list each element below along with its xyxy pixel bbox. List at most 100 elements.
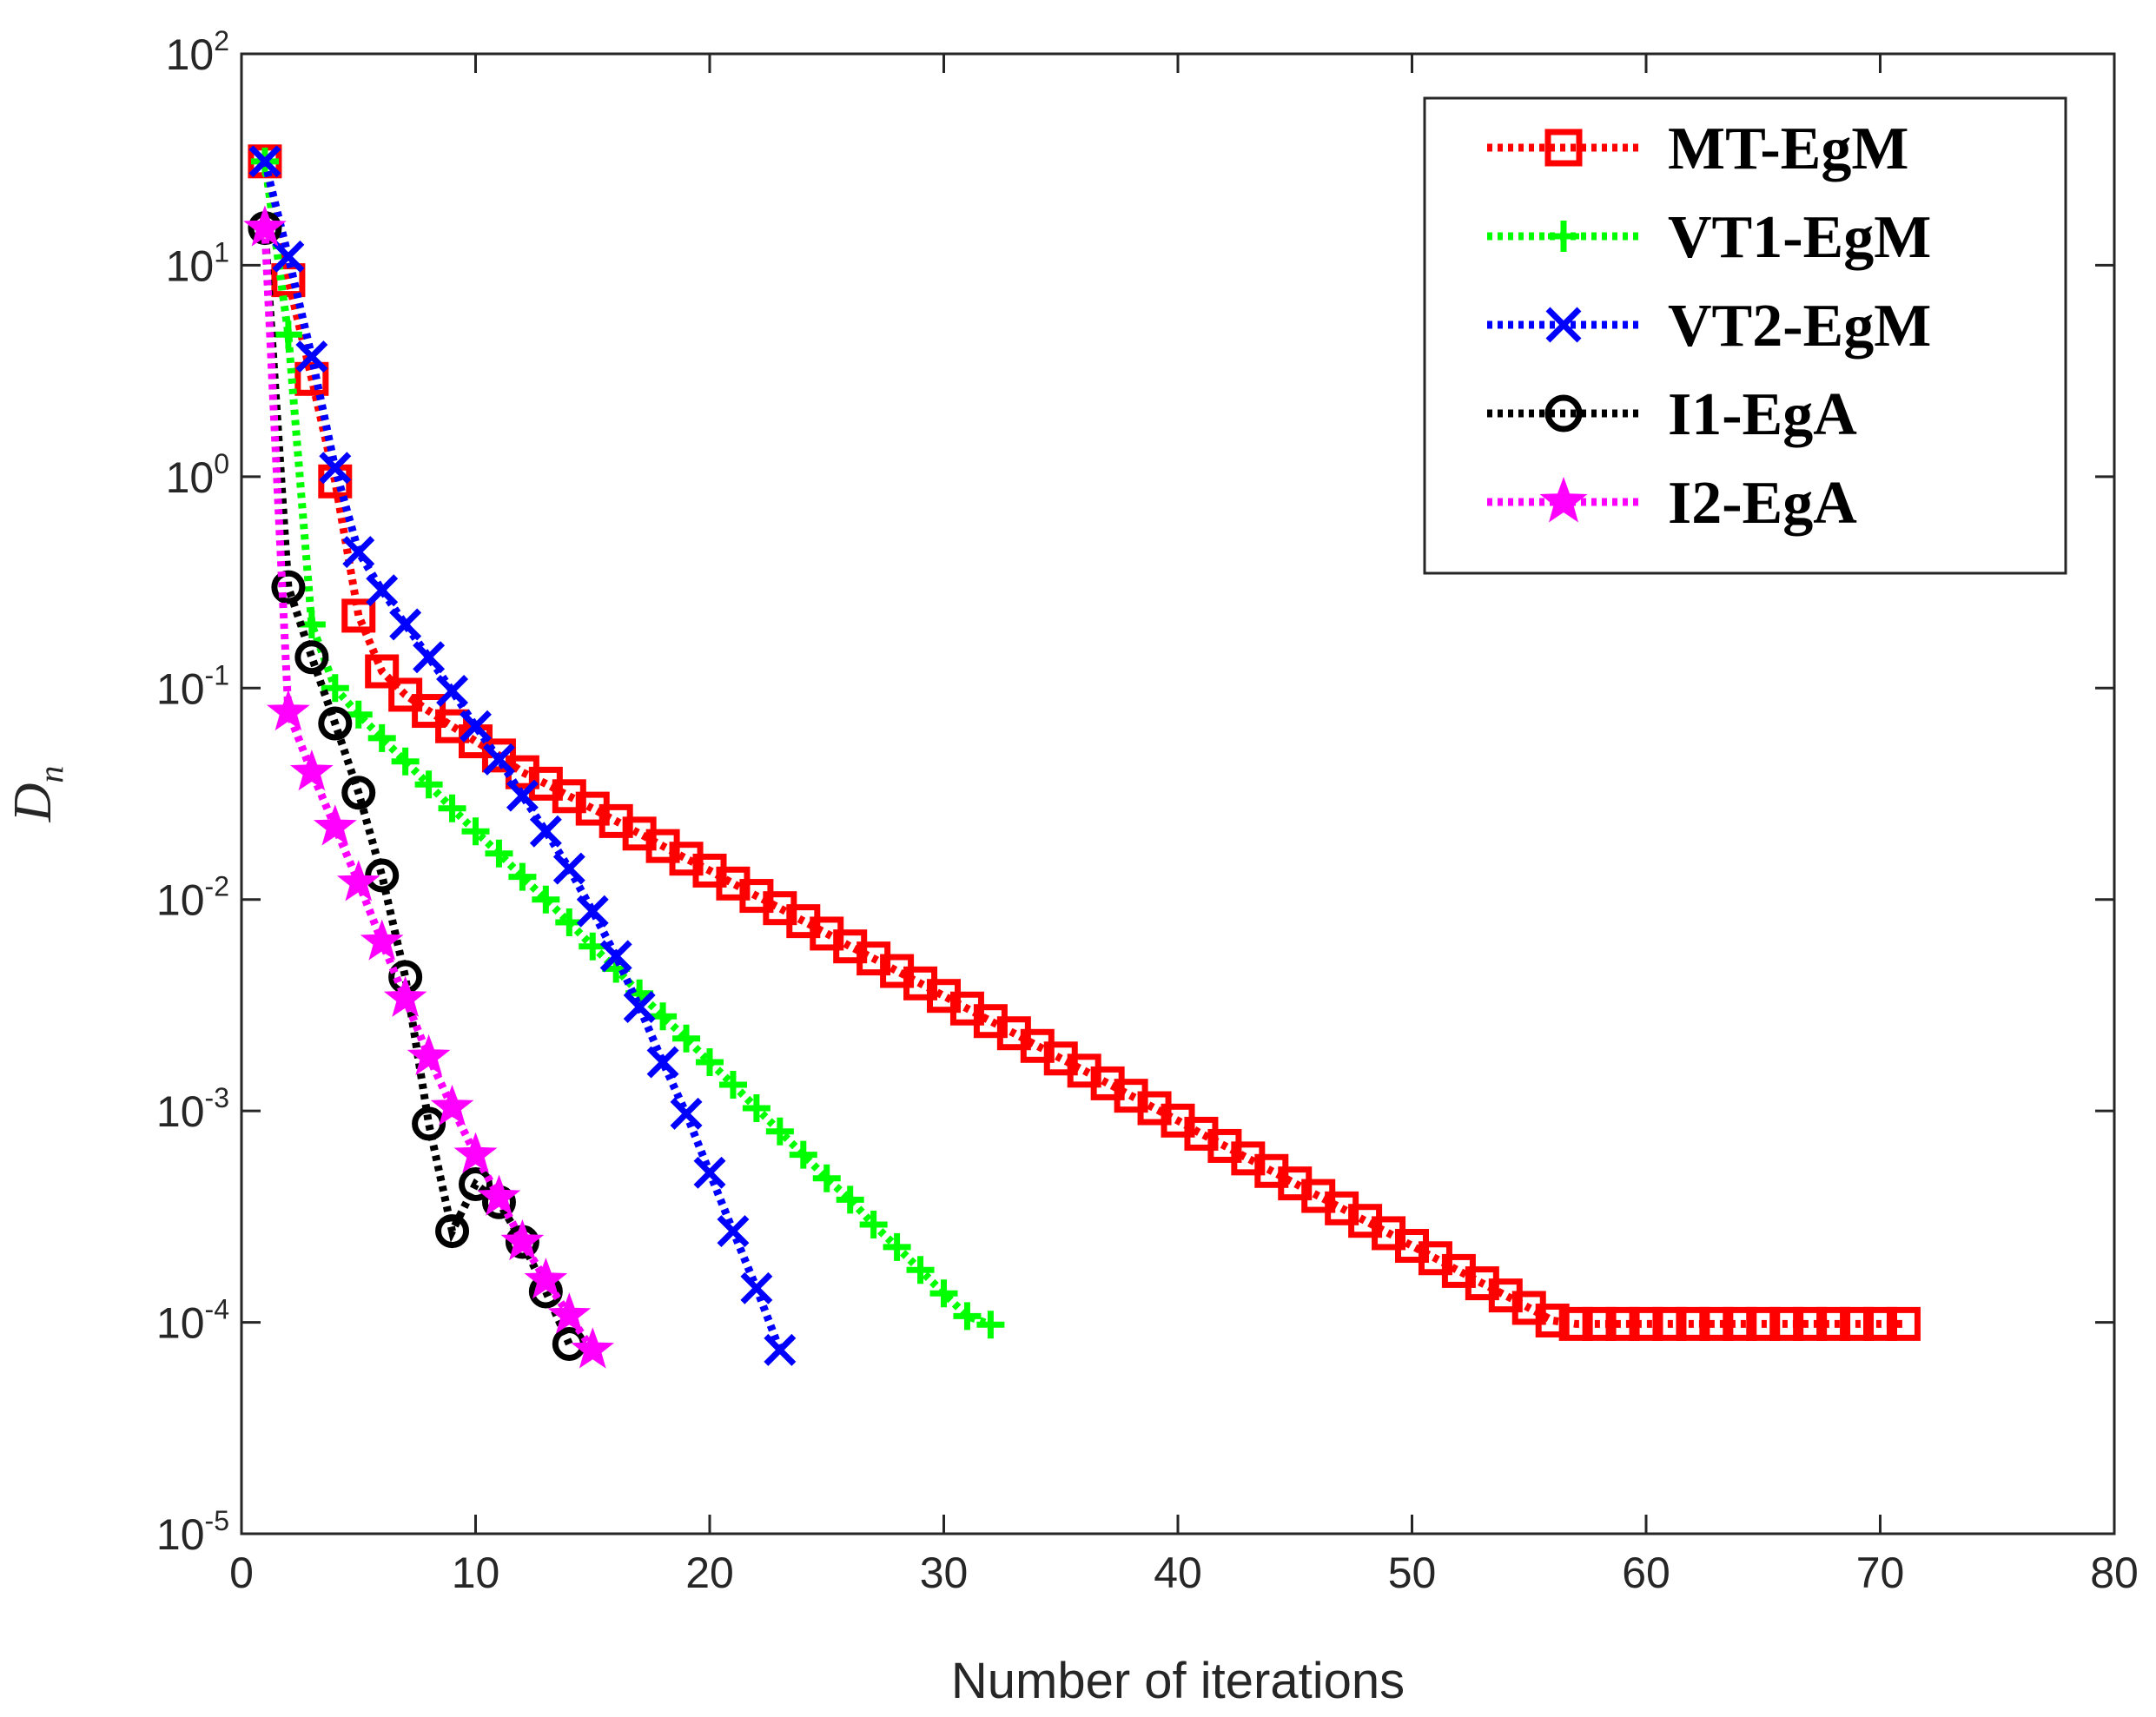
data-point-mt-egm bbox=[1723, 1306, 1757, 1341]
data-point-vt2-egm bbox=[366, 574, 399, 607]
data-point-vt1-egm bbox=[532, 885, 560, 914]
data-point-vt1-egm bbox=[438, 794, 466, 822]
data-point-vt2-egm bbox=[436, 675, 469, 707]
data-point-i2-ega bbox=[547, 1292, 592, 1334]
data-point-vt2-egm bbox=[506, 779, 539, 812]
data-point-mt-egm bbox=[1652, 1306, 1687, 1341]
data-point-i2-ega bbox=[477, 1174, 521, 1216]
x-tick-label: 80 bbox=[2090, 1549, 2139, 1597]
data-point-vt2-egm bbox=[529, 815, 562, 848]
data-point-vt1-egm bbox=[765, 1117, 794, 1146]
legend-label: VT2-EgM bbox=[1668, 293, 1931, 360]
data-point-vt1-egm bbox=[672, 1024, 701, 1053]
legend-box bbox=[1423, 96, 2067, 575]
legend-item-vt1-egm: VT1-EgM bbox=[1487, 204, 1931, 271]
series-line-vt2-egm bbox=[261, 160, 784, 1351]
data-point-vt2-egm bbox=[482, 743, 515, 776]
data-point-mt-egm bbox=[1886, 1306, 1921, 1341]
data-point-i2-ega bbox=[267, 689, 310, 731]
data-point-vt2-egm bbox=[717, 1215, 750, 1248]
data-point-i2-ega bbox=[336, 860, 380, 901]
data-point-i2-ega bbox=[243, 205, 287, 247]
data-point-vt1-egm bbox=[953, 1302, 982, 1331]
data-point-mt-egm bbox=[1746, 1306, 1781, 1341]
data-point-mt-egm bbox=[1558, 1306, 1593, 1341]
data-point-vt2-egm bbox=[623, 991, 656, 1024]
y-axis-label-sub: n bbox=[31, 766, 70, 783]
data-point-vt1-egm bbox=[391, 747, 420, 776]
data-point-vt2-egm bbox=[413, 641, 446, 674]
data-point-vt1-egm bbox=[859, 1211, 888, 1239]
y-tick-label: 10-2 bbox=[156, 871, 229, 925]
data-point-mt-egm bbox=[365, 654, 400, 689]
data-point-mt-egm bbox=[1699, 1306, 1734, 1341]
legend-marker bbox=[1544, 129, 1583, 167]
data-point-mt-egm bbox=[1605, 1306, 1640, 1341]
series-i2-ega bbox=[243, 205, 615, 1369]
data-point-mt-egm bbox=[1629, 1306, 1663, 1341]
y-tick-label: 10-5 bbox=[156, 1505, 229, 1559]
series-line-vt1-egm bbox=[261, 161, 992, 1329]
data-point-mt-egm bbox=[1793, 1306, 1828, 1341]
data-point-vt2-egm bbox=[319, 452, 352, 485]
x-tick-label: 50 bbox=[1388, 1549, 1437, 1597]
data-point-mt-egm bbox=[1535, 1303, 1570, 1337]
data-point-vt1-egm bbox=[883, 1232, 911, 1261]
data-point-i2-ega bbox=[571, 1327, 615, 1369]
series-mt-egm bbox=[248, 144, 1921, 1341]
legend-label: MT-EgM bbox=[1668, 116, 1908, 182]
data-point-vt2-egm bbox=[740, 1271, 773, 1304]
data-point-i1-ega bbox=[294, 640, 329, 675]
data-point-vt1-egm bbox=[508, 862, 537, 891]
data-point-i1-ega bbox=[271, 570, 306, 604]
data-point-vt1-egm bbox=[906, 1256, 935, 1284]
data-point-vt2-egm bbox=[389, 608, 422, 641]
y-axis-label: Dn bbox=[3, 766, 70, 823]
data-point-mt-egm bbox=[1816, 1306, 1851, 1341]
plot-area bbox=[243, 144, 1921, 1369]
data-point-vt2-egm bbox=[764, 1333, 797, 1366]
legend-label: VT1-EgM bbox=[1668, 204, 1931, 271]
legend: MT-EgM VT1-EgM VT2-EgM I1-EgA I2-EgA bbox=[1423, 96, 2067, 575]
data-point-i2-ega bbox=[407, 1034, 451, 1076]
y-tick-label: 10-4 bbox=[156, 1294, 229, 1348]
legend-item-i2-ega: I2-EgA bbox=[1487, 470, 1857, 537]
data-point-i2-ega bbox=[524, 1258, 568, 1299]
data-point-i1-ega bbox=[318, 706, 353, 741]
y-axis-label-main: D bbox=[3, 783, 63, 823]
data-point-vt1-egm bbox=[976, 1311, 1005, 1339]
y-tick-label: 10-1 bbox=[156, 659, 229, 713]
x-tick-label: 30 bbox=[920, 1549, 969, 1597]
legend-item-vt2-egm: VT2-EgM bbox=[1487, 293, 1931, 360]
x-tick-label: 0 bbox=[229, 1549, 254, 1597]
axis-ticks: 0 10 20 30 40 50 60 70 80 102 101 100 10-1 10-2 10-3 10… bbox=[156, 25, 2139, 1597]
data-point-vt2-egm bbox=[599, 940, 632, 973]
x-tick-label: 60 bbox=[1622, 1549, 1670, 1597]
data-point-mt-egm bbox=[1676, 1306, 1710, 1341]
y-tick-label: 102 bbox=[166, 25, 229, 79]
data-point-vt1-egm bbox=[649, 1002, 678, 1031]
data-point-vt1-egm bbox=[579, 932, 607, 961]
data-point-vt1-egm bbox=[929, 1279, 958, 1308]
data-point-i1-ega bbox=[459, 1167, 493, 1202]
data-point-i2-ega bbox=[313, 804, 357, 846]
data-point-vt1-egm bbox=[414, 770, 443, 799]
series-vt1-egm bbox=[250, 147, 1005, 1339]
y-tick-label: 101 bbox=[166, 236, 229, 290]
data-point-i1-ega bbox=[412, 1106, 446, 1141]
data-point-vt2-egm bbox=[693, 1156, 726, 1189]
x-axis-label: Number of iterations bbox=[951, 1653, 1405, 1709]
legend-marker bbox=[1545, 307, 1582, 343]
x-tick-label: 10 bbox=[452, 1549, 500, 1597]
legend-marker bbox=[1539, 476, 1588, 523]
data-point-vt1-egm bbox=[696, 1048, 724, 1077]
data-point-vt2-egm bbox=[248, 145, 281, 178]
data-point-vt1-egm bbox=[321, 674, 349, 703]
data-point-vt1-egm bbox=[789, 1140, 817, 1169]
data-point-mt-egm bbox=[1863, 1306, 1897, 1341]
data-point-vt2-egm bbox=[576, 895, 609, 928]
data-point-vt1-egm bbox=[742, 1094, 770, 1123]
data-point-mt-egm bbox=[1769, 1306, 1804, 1341]
legend-item-mt-egm: MT-EgM bbox=[1487, 116, 1908, 182]
x-tick-label: 20 bbox=[685, 1549, 734, 1597]
